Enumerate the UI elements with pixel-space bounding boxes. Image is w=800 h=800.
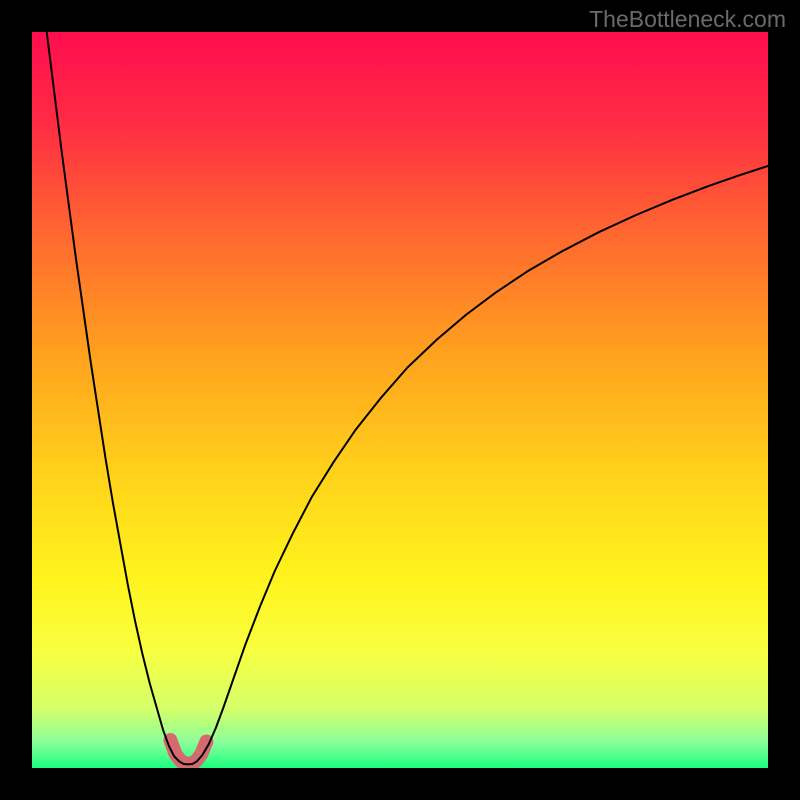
plot-area (32, 32, 768, 768)
watermark-text: TheBottleneck.com (589, 6, 786, 33)
outer-frame (0, 0, 800, 800)
bottleneck-curve (47, 32, 768, 764)
highlight-marker (170, 740, 206, 764)
curve-layer (32, 32, 768, 768)
